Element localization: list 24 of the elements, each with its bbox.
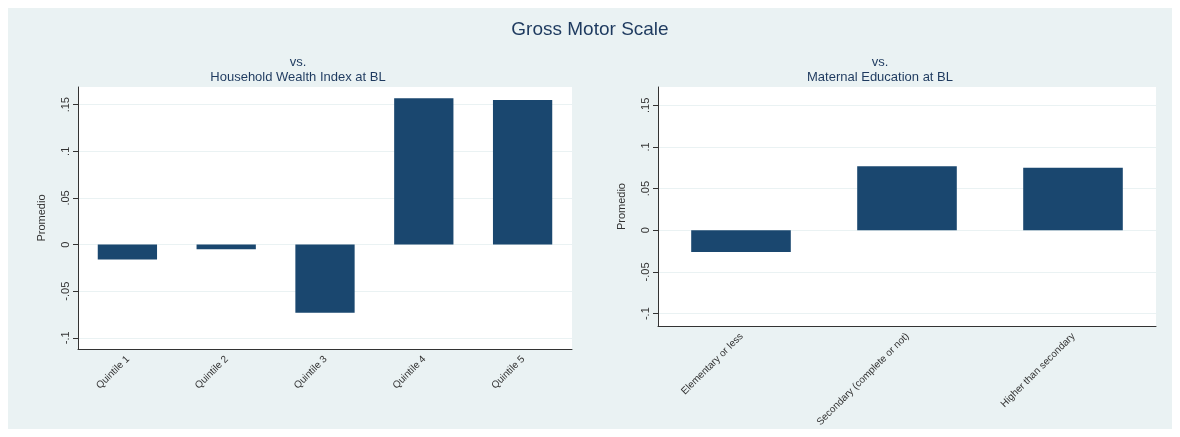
y-tick-label: 0: [638, 227, 651, 234]
bar: [857, 166, 957, 231]
y-tick-label: .15: [58, 97, 71, 113]
bar: [1023, 167, 1123, 231]
chart-subtitle: vs. Maternal Education at BL: [807, 54, 953, 84]
chart-title: Gross Motor Scale: [510, 16, 670, 41]
y-tick-label: -.1: [638, 307, 651, 321]
y-tick-label: -.05: [638, 262, 651, 282]
bar: [97, 244, 158, 260]
y-tick-label: .05: [638, 181, 651, 197]
bar: [295, 244, 355, 313]
bar: [492, 100, 553, 245]
y-tick-label: -.05: [58, 281, 71, 301]
y-tick-label: .15: [638, 97, 651, 113]
y-tick-label: .1: [58, 146, 71, 156]
chart-subtitle: vs. Household Wealth Index at BL: [210, 54, 386, 84]
y-axis-title: Promedio: [34, 194, 47, 242]
y-axis-title: Promedio: [614, 183, 627, 231]
y-tick-label: .1: [638, 142, 651, 152]
y-tick-label: .05: [58, 190, 71, 206]
bar: [691, 230, 791, 252]
y-tick-label: 0: [58, 241, 71, 248]
bar: [394, 98, 454, 245]
y-tick-label: -.1: [58, 331, 71, 345]
